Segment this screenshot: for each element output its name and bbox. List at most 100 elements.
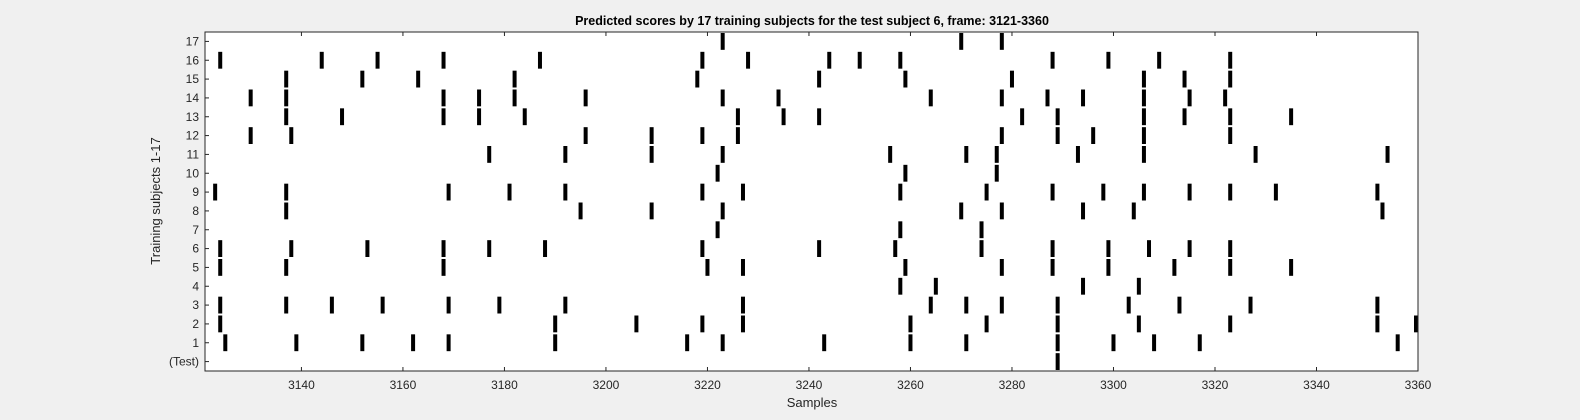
event-mark xyxy=(933,277,938,295)
y-tick-label: 13 xyxy=(186,110,200,124)
event-mark xyxy=(735,127,740,144)
event-mark xyxy=(284,183,289,201)
event-mark xyxy=(999,89,1004,107)
event-mark xyxy=(446,296,451,314)
event-mark xyxy=(218,240,223,257)
event-mark xyxy=(1141,89,1146,107)
event-mark xyxy=(248,89,253,107)
event-mark xyxy=(1136,277,1141,295)
event-mark xyxy=(822,334,827,352)
y-tick-label: 9 xyxy=(192,185,199,199)
event-mark xyxy=(1177,296,1182,314)
event-mark xyxy=(1141,146,1146,163)
x-tick-label: 3160 xyxy=(390,378,417,392)
event-mark xyxy=(898,51,903,69)
event-mark xyxy=(649,127,654,144)
event-mark xyxy=(720,33,725,50)
event-mark xyxy=(928,89,933,107)
event-mark xyxy=(898,277,903,295)
event-mark xyxy=(817,240,822,257)
event-mark xyxy=(994,164,999,182)
event-mark xyxy=(700,183,705,201)
event-mark xyxy=(441,89,446,107)
event-mark xyxy=(720,146,725,163)
event-mark xyxy=(1055,108,1060,126)
event-mark xyxy=(720,89,725,107)
y-tick-label: 1 xyxy=(192,336,199,350)
x-tick-label: 3320 xyxy=(1202,378,1229,392)
event-mark xyxy=(1248,296,1253,314)
event-mark xyxy=(1081,202,1086,220)
event-mark xyxy=(360,334,365,352)
event-mark xyxy=(720,334,725,352)
event-mark xyxy=(218,315,223,333)
y-tick-label: 14 xyxy=(186,91,200,105)
event-mark xyxy=(329,296,334,314)
x-tick-label: 3260 xyxy=(897,378,924,392)
event-mark xyxy=(964,334,969,352)
event-mark xyxy=(1187,240,1192,257)
event-mark xyxy=(1253,146,1258,163)
event-mark xyxy=(1147,240,1152,257)
event-mark xyxy=(1106,240,1111,257)
event-mark xyxy=(1182,108,1187,126)
event-mark xyxy=(817,108,822,126)
y-tick-label: 5 xyxy=(192,260,199,274)
event-mark xyxy=(1289,108,1294,126)
event-mark xyxy=(979,240,984,257)
event-marks xyxy=(213,33,1418,370)
event-mark xyxy=(1141,108,1146,126)
event-mark xyxy=(857,51,862,69)
y-tick-label: 4 xyxy=(192,279,199,293)
event-mark xyxy=(477,108,482,126)
event-mark xyxy=(1141,70,1146,88)
event-mark xyxy=(583,127,588,144)
event-mark xyxy=(685,334,690,352)
event-mark xyxy=(1157,51,1162,69)
event-mark xyxy=(964,296,969,314)
event-mark xyxy=(553,334,558,352)
event-mark xyxy=(746,51,751,69)
event-mark xyxy=(1009,70,1014,88)
event-mark xyxy=(649,146,654,163)
x-tick-label: 3140 xyxy=(288,378,315,392)
event-mark xyxy=(1187,89,1192,107)
event-mark xyxy=(1126,296,1131,314)
event-mark xyxy=(563,146,568,163)
event-mark xyxy=(416,70,421,88)
y-tick-label: 6 xyxy=(192,242,199,256)
y-axis-label: Training subjects 1-17 xyxy=(148,137,163,264)
y-tick-label: 10 xyxy=(186,166,200,180)
event-mark xyxy=(340,108,345,126)
event-mark xyxy=(1223,89,1228,107)
event-mark xyxy=(984,183,989,201)
event-mark xyxy=(1141,183,1146,201)
event-mark xyxy=(441,108,446,126)
event-mark xyxy=(776,89,781,107)
event-mark xyxy=(740,296,745,314)
event-mark xyxy=(888,146,893,163)
event-mark xyxy=(289,127,294,144)
event-mark xyxy=(294,334,299,352)
event-mark xyxy=(1289,259,1294,276)
event-mark xyxy=(487,146,492,163)
event-mark xyxy=(817,70,822,88)
event-mark xyxy=(999,296,1004,314)
event-mark xyxy=(1375,315,1380,333)
event-mark xyxy=(1228,315,1233,333)
event-mark xyxy=(1055,353,1060,370)
event-mark xyxy=(700,240,705,257)
event-mark xyxy=(487,240,492,257)
event-mark xyxy=(720,202,725,220)
event-mark xyxy=(477,89,482,107)
event-mark xyxy=(959,202,964,220)
event-mark xyxy=(319,51,324,69)
event-mark xyxy=(1197,334,1202,352)
event-mark xyxy=(1045,89,1050,107)
event-mark xyxy=(218,259,223,276)
event-mark xyxy=(522,108,527,126)
event-mark xyxy=(898,183,903,201)
event-mark xyxy=(284,70,289,88)
event-mark xyxy=(1020,108,1025,126)
event-mark xyxy=(1172,259,1177,276)
